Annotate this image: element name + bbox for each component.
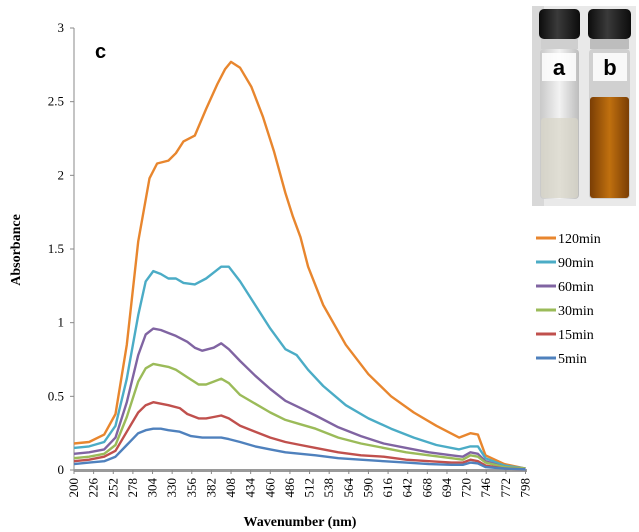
series-line-30min [73, 362, 526, 470]
x-tick-label: 278 [125, 478, 140, 498]
x-tick-label: 590 [360, 478, 375, 498]
x-tick-label: 746 [478, 478, 493, 498]
y-ticks: 0 0.5 1 1.5 2 2.5 3 [48, 20, 74, 477]
y-tick-label: 0.5 [48, 388, 64, 403]
series-line-60min [73, 327, 526, 470]
x-tick-label: 408 [223, 478, 238, 498]
x-tick-label: 330 [164, 478, 179, 498]
x-tick-label: 304 [145, 478, 160, 498]
legend: 120min 90min 60min 30min 15min 5min [536, 232, 601, 367]
vial-a-neck [541, 39, 578, 49]
x-tick-label: 616 [380, 478, 395, 498]
x-tick-label: 356 [184, 478, 199, 498]
legend-label: 60min [558, 280, 594, 295]
y-tick-label: 1 [58, 315, 65, 330]
series-line-120min [73, 60, 526, 470]
x-tick-label: 538 [321, 478, 336, 498]
x-tick-label: 460 [262, 478, 277, 498]
vial-a-cap [539, 9, 580, 39]
axes [73, 28, 527, 472]
vial-b [588, 9, 631, 199]
x-tick-label: 252 [105, 478, 120, 498]
x-tick-label: 200 [66, 478, 81, 498]
series-line-15min [73, 401, 526, 471]
vial-b-liquid [590, 97, 629, 198]
y-axis-title: Absorbance [9, 214, 24, 286]
x-tick-label: 564 [341, 478, 356, 498]
legend-label: 5min [558, 352, 587, 367]
y-tick-label: 2 [58, 167, 65, 182]
legend-label: 120min [558, 232, 601, 247]
legend-label: 30min [558, 304, 594, 319]
legend-label: 90min [558, 256, 594, 271]
baseline-band [74, 469, 527, 472]
y-tick-label: 1.5 [48, 241, 64, 256]
x-tick-label: 382 [203, 478, 218, 498]
series-line-90min [73, 265, 526, 470]
x-tick-label: 772 [498, 478, 513, 498]
y-tick-label: 3 [58, 20, 65, 35]
x-tick-label: 720 [459, 478, 474, 498]
vial-b-label-bg [593, 53, 627, 81]
vial-b-neck [590, 39, 629, 49]
x-tick-label: 226 [86, 478, 101, 498]
vial-a [539, 9, 580, 199]
vial-a-label-bg [542, 53, 576, 81]
legend-label: 15min [558, 328, 594, 343]
x-tick-label: 434 [243, 478, 258, 498]
vial-b-label: b [603, 55, 616, 80]
y-tick-label: 0 [58, 462, 65, 477]
vials-photo: a b [532, 6, 636, 206]
x-tick-label: 642 [400, 478, 415, 498]
x-tick-label: 512 [302, 478, 317, 498]
x-tick-label: 668 [419, 478, 434, 498]
x-ticks: 200 226 252 278 304 330 356 382 408 434 460 486 512 5… [66, 470, 532, 498]
x-tick-label: 486 [282, 478, 297, 498]
vial-b-cap [588, 9, 631, 39]
x-tick-label: 798 [517, 478, 532, 498]
vial-a-label: a [553, 55, 566, 80]
vial-a-liquid [541, 118, 578, 198]
x-tick-label: 694 [439, 478, 454, 498]
x-axis-title: Wavenumber (nm) [244, 515, 357, 530]
series-lines [73, 60, 526, 471]
series-line-5min [73, 427, 526, 471]
panel-label: c [95, 41, 106, 63]
y-tick-label: 2.5 [48, 94, 64, 109]
